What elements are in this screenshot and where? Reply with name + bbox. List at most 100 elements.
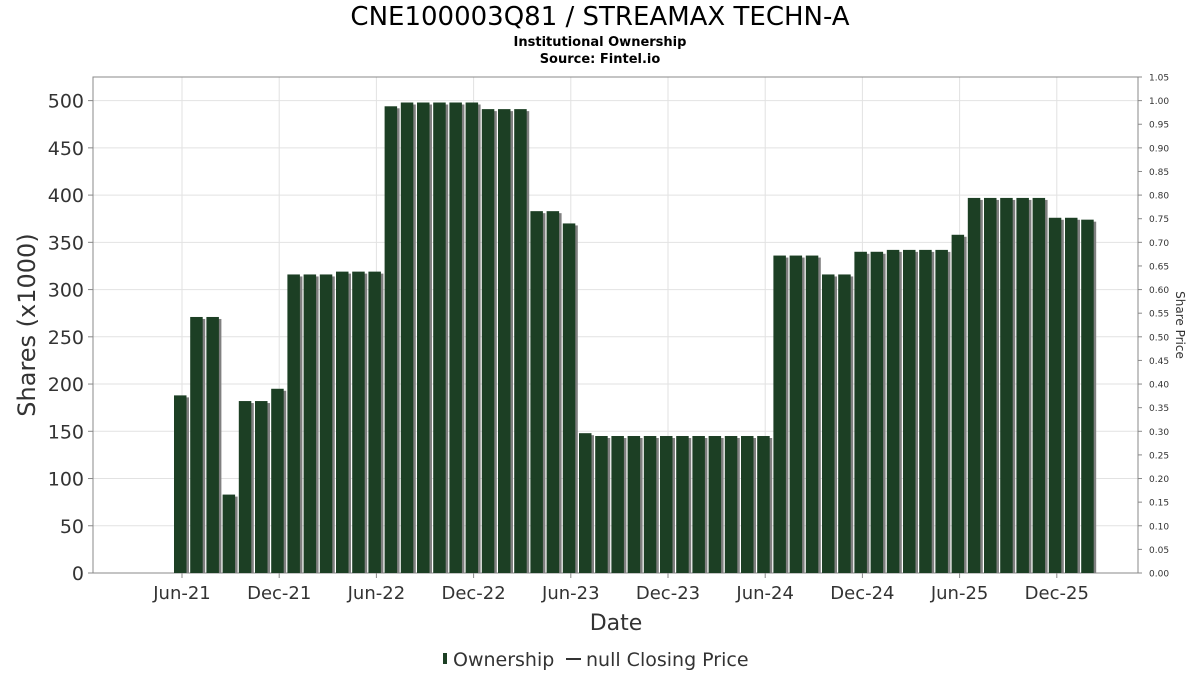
y-tick-label: 300: [48, 280, 84, 302]
y2-tick-label: 0.50: [1149, 333, 1169, 343]
ownership-bar: [627, 436, 641, 573]
y2-axis-label: Share Price: [1173, 291, 1187, 359]
ownership-bar: [303, 274, 317, 573]
ownership-bar: [465, 102, 479, 573]
y-tick-label: 200: [48, 374, 84, 396]
y-tick-label: 400: [48, 185, 84, 207]
y2-tick-label: 0.65: [1149, 262, 1169, 272]
y2-tick-label: 0.90: [1149, 144, 1169, 154]
ownership-bar: [935, 249, 948, 574]
ownership-bar: [174, 395, 187, 573]
y-tick-label: 450: [48, 138, 84, 160]
y2-tick-label: 0.70: [1149, 239, 1169, 249]
ownership-bar: [805, 255, 819, 573]
ownership-bar: [433, 102, 446, 573]
ownership-bar: [255, 401, 268, 573]
ownership-bar: [352, 271, 365, 573]
ownership-bar: [1081, 219, 1094, 573]
ownership-bar: [660, 436, 673, 573]
y2-tick-label: 0.60: [1149, 286, 1169, 296]
y2-tick-label: 0.15: [1149, 499, 1169, 509]
ownership-bar: [595, 436, 608, 573]
ownership-bar: [886, 249, 900, 574]
legend-price-label: null Closing Price: [586, 649, 749, 671]
y2-tick-label: 0.80: [1149, 192, 1169, 202]
ownership-bar: [206, 316, 219, 573]
ownership-bar: [368, 271, 381, 573]
y2-tick-label: 0.00: [1149, 570, 1169, 580]
ownership-bar: [579, 433, 592, 573]
y-tick-label: 50: [60, 516, 84, 538]
y-tick-label: 0: [72, 563, 84, 585]
y2-tick-label: 0.85: [1149, 168, 1169, 178]
ownership-bar: [400, 102, 414, 573]
ownership-bar: [1065, 217, 1078, 573]
x-tick-label: Dec-21: [247, 583, 311, 604]
y2-tick-label: 0.95: [1149, 121, 1169, 131]
ownership-bar: [271, 388, 284, 573]
ownership-bar: [190, 316, 203, 573]
ownership-bar: [498, 109, 511, 574]
y2-tick-label: 0.20: [1149, 475, 1169, 485]
ownership-bar: [530, 211, 543, 573]
ownership-bar: [1032, 197, 1046, 574]
ownership-bar: [222, 494, 236, 573]
ownership-bar: [919, 249, 932, 574]
x-tick-label: Dec-25: [1025, 583, 1089, 604]
ownership-bar: [741, 436, 754, 573]
ownership-bar: [546, 211, 560, 573]
ownership-bar: [481, 109, 495, 574]
ownership-bar: [984, 197, 997, 574]
y2-tick-label: 0.30: [1149, 428, 1169, 438]
ownership-bar: [692, 436, 705, 573]
ownership-bar: [336, 271, 349, 573]
y2-tick-label: 0.25: [1149, 451, 1169, 461]
x-tick-label: Dec-22: [441, 583, 505, 604]
x-tick-label: Jun-21: [152, 583, 211, 604]
y2-tick-label: 0.40: [1149, 381, 1169, 391]
ownership-bar: [1016, 197, 1029, 574]
ownership-bar: [1000, 197, 1013, 574]
y2-tick-label: 0.10: [1149, 522, 1169, 532]
x-axis-label: Date: [590, 611, 643, 636]
y2-tick-label: 0.05: [1149, 546, 1169, 556]
ownership-bar: [789, 255, 803, 573]
y-tick-label: 150: [48, 421, 84, 443]
y2-tick-label: 0.55: [1149, 310, 1169, 320]
bars: [174, 102, 1097, 574]
x-tick-label: Jun-24: [735, 583, 794, 604]
ownership-bar: [870, 251, 884, 573]
ownership-bar: [514, 109, 527, 574]
y2-tick-label: 0.45: [1149, 357, 1169, 367]
x-tick-label: Dec-24: [830, 583, 894, 604]
x-tick-label: Dec-23: [636, 583, 700, 604]
ownership-bar: [951, 234, 965, 573]
ownership-bar: [838, 274, 851, 573]
y-tick-label: 500: [48, 91, 84, 113]
ownership-bar: [417, 102, 430, 573]
ownership-bar: [1048, 217, 1062, 573]
y-tick-label: 100: [48, 469, 84, 491]
ownership-bar: [562, 223, 576, 573]
y-tick-label: 250: [48, 327, 84, 349]
y-axis-label: Shares (x1000): [13, 233, 41, 416]
y2-tick-label: 1.00: [1149, 97, 1169, 107]
ownership-bar: [611, 436, 624, 573]
ownership-bar: [319, 274, 333, 573]
ownership-bar: [287, 274, 300, 573]
chart-source: Source: Fintel.io: [539, 52, 661, 67]
ownership-bar: [903, 249, 916, 574]
ownership-bar: [773, 255, 786, 573]
axes: Jun-21 Dec-21 Jun-22 Dec-22 Jun-23 Dec-23 Jun-…: [48, 74, 1170, 605]
y-tick-label: 350: [48, 232, 84, 254]
chart-subtitle: Institutional Ownership: [513, 35, 687, 50]
y2-tick-label: 1.05: [1149, 74, 1169, 84]
legend-ownership-label: Ownership: [453, 649, 554, 671]
y2-tick-label: 0.75: [1149, 215, 1169, 225]
x-tick-label: Jun-25: [930, 583, 989, 604]
ownership-bar: [238, 401, 252, 573]
ownership-bar: [757, 436, 770, 573]
ownership-bar: [822, 274, 835, 573]
chart-title: CNE100003Q81 / STREAMAX TECHN-A: [350, 2, 850, 32]
